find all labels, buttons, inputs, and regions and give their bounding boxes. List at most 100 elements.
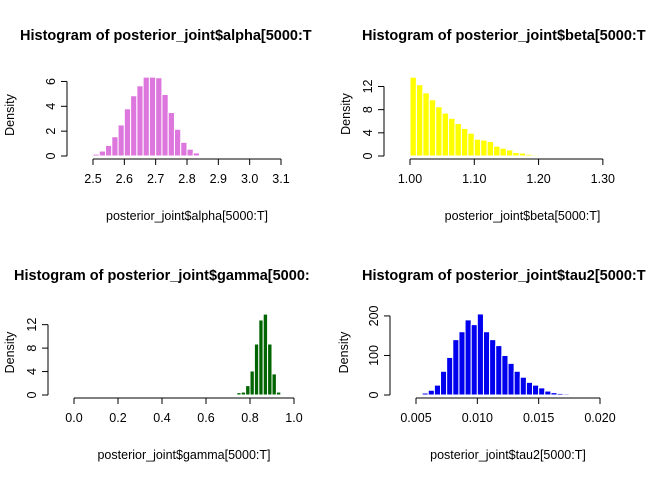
histogram-bar — [271, 373, 277, 396]
histogram-bar — [105, 144, 113, 157]
histogram-bar — [86, 154, 94, 157]
histogram-bar — [513, 370, 521, 396]
x-axis-label: posterior_joint$beta[5000:T] — [445, 209, 601, 223]
histogram-bar — [531, 154, 540, 157]
y-tick-label: 0 — [361, 152, 375, 159]
y-tick-label: 0 — [367, 391, 381, 398]
histogram-bar — [495, 345, 503, 396]
histogram-bar — [518, 152, 527, 157]
histogram-bar — [519, 376, 527, 396]
histogram-bar — [421, 392, 429, 396]
histogram-bar — [446, 356, 454, 396]
histogram-bar — [267, 343, 273, 396]
y-tick-label: 0 — [25, 391, 39, 398]
bars — [236, 313, 282, 396]
histogram-bar — [525, 153, 533, 157]
histogram-bar — [538, 387, 546, 396]
histogram-bar — [249, 370, 255, 396]
histogram-bar — [111, 136, 119, 157]
x-tick-label: 2.8 — [178, 172, 195, 186]
y-tick-label: 0 — [44, 152, 58, 159]
histogram-bar — [507, 362, 515, 396]
panel-4: Histogram of posterior_joint$tau2[5000:T… — [337, 268, 646, 462]
histogram-bar — [544, 390, 552, 396]
histogram-bar — [236, 392, 242, 396]
y-tick-label: 200 — [367, 305, 381, 326]
histogram-bar — [433, 384, 442, 396]
histogram-bar — [452, 339, 460, 396]
histogram-bar — [240, 391, 247, 396]
chart-title: Histogram of posterior_joint$alpha[5000:… — [20, 28, 312, 44]
histogram-bar — [245, 385, 251, 396]
histogram-bar — [544, 155, 552, 158]
histogram-bar — [525, 381, 534, 396]
histogram-bar — [550, 392, 558, 396]
x-tick-label: 0.015 — [523, 411, 554, 425]
histogram-bar — [493, 145, 501, 157]
histogram-bar — [480, 139, 488, 157]
histogram-bar — [262, 313, 269, 396]
histogram-bar — [440, 370, 448, 396]
histogram-bar — [458, 331, 466, 396]
histogram-bar — [123, 108, 132, 157]
histogram-bar — [505, 149, 514, 157]
histogram-bar — [467, 132, 475, 157]
x-tick-label: 1.0 — [285, 411, 302, 425]
histogram-bar — [186, 148, 194, 157]
histogram-bar — [538, 154, 546, 157]
histogram-bar — [499, 147, 507, 157]
histogram-bar — [435, 106, 443, 157]
y-tick-label: 2 — [44, 128, 58, 135]
x-tick-label: 1.20 — [526, 172, 550, 186]
x-axis-label: posterior_joint$alpha[5000:T] — [106, 209, 268, 223]
y-tick-label: 8 — [25, 345, 39, 352]
histogram-bar — [470, 324, 478, 396]
y-tick-label: 6 — [44, 78, 58, 85]
histogram-bar — [161, 94, 169, 157]
x-axis-label: posterior_joint$tau2[5000:T] — [430, 448, 586, 462]
histogram-bar — [98, 150, 107, 157]
x-tick-label: 1.30 — [591, 172, 615, 186]
histogram-bar — [486, 141, 495, 157]
panel-1: Histogram of posterior_joint$alpha[5000:… — [3, 28, 312, 223]
histogram-bar — [422, 92, 430, 157]
x-tick-label: 3.1 — [272, 172, 289, 186]
histogram-bar — [501, 354, 509, 396]
bars — [421, 313, 576, 396]
histogram-bar — [532, 384, 540, 396]
x-tick-label: 2.7 — [147, 172, 164, 186]
histogram-bar — [258, 319, 264, 396]
histogram-bar — [167, 112, 175, 157]
histogram-bar — [562, 393, 570, 396]
x-tick-label: 0.2 — [109, 411, 126, 425]
x-tick-label: 0.8 — [241, 411, 258, 425]
chart-title: Histogram of posterior_joint$gamma[5000: — [14, 268, 310, 284]
panel-2: Histogram of posterior_joint$beta[5000:T… — [339, 28, 646, 223]
chart-title: Histogram of posterior_joint$beta[5000:T — [362, 28, 646, 44]
histogram-bar — [512, 152, 520, 157]
histogram-bar — [136, 85, 144, 157]
x-axis-label: posterior_joint$gamma[5000:T] — [97, 448, 270, 462]
histogram-bar — [275, 391, 282, 396]
histogram-bar — [142, 76, 150, 157]
x-tick-label: 1.00 — [398, 172, 422, 186]
panel-3: Histogram of posterior_joint$gamma[5000:… — [3, 268, 310, 462]
histogram-bar — [180, 141, 188, 157]
x-tick-label: 2.6 — [116, 172, 133, 186]
histogram-bar — [464, 319, 472, 396]
y-tick-label: 12 — [25, 318, 39, 332]
x-tick-label: 3.0 — [241, 172, 258, 186]
histogram-bar — [148, 76, 157, 157]
y-tick-label: 4 — [44, 103, 58, 110]
histogram-bar — [92, 153, 100, 157]
histogram-bar — [441, 112, 450, 157]
histogram-bar — [415, 84, 424, 157]
histogram-bar — [173, 128, 182, 157]
y-tick-label: 8 — [361, 106, 375, 113]
histogram-bar — [117, 124, 125, 157]
x-tick-label: 0.005 — [400, 411, 431, 425]
y-axis-label: Density — [3, 93, 17, 135]
histogram-bar — [476, 313, 484, 396]
